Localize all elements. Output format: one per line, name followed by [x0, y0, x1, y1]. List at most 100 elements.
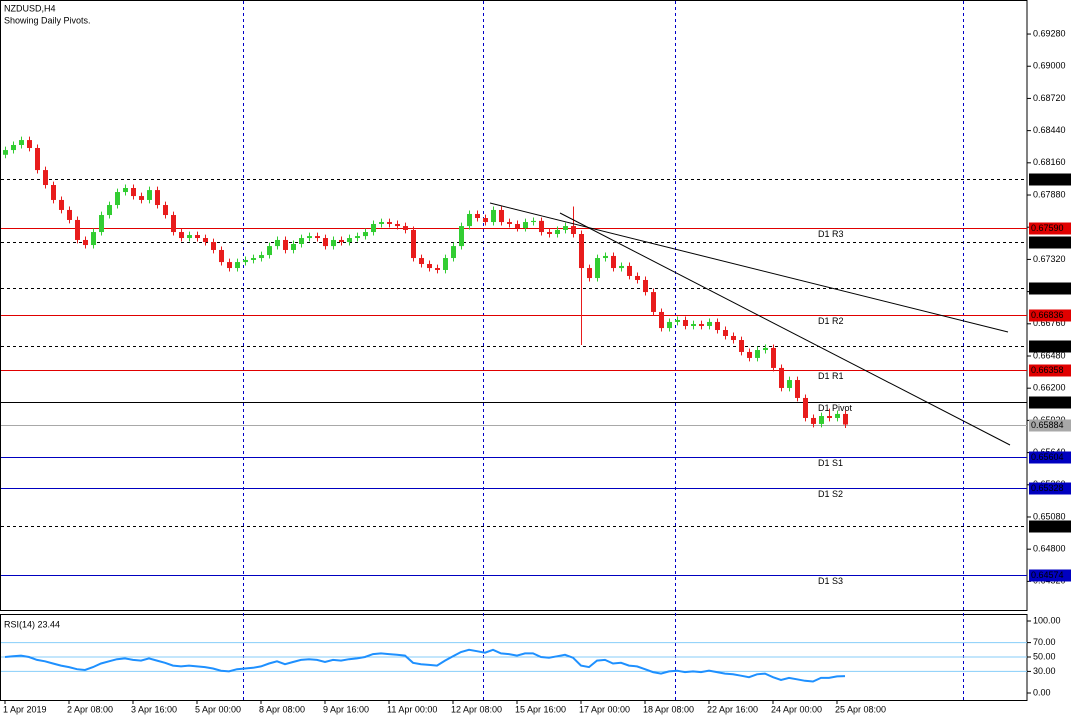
chart-title: NZDUSD,H4: [4, 3, 56, 13]
candle-body: [787, 380, 792, 388]
trendline: [489, 202, 1009, 333]
candle-body: [267, 246, 272, 256]
y-tick-label: 0.66200: [1033, 383, 1066, 393]
level-name: D1 S2: [818, 489, 843, 499]
candle-body: [355, 236, 360, 239]
candle-body: [459, 226, 464, 247]
candle-body: [467, 213, 472, 227]
candle-body: [699, 324, 704, 326]
candle-body: [811, 417, 816, 424]
candle-body: [715, 321, 720, 331]
candle-body: [547, 232, 552, 234]
y-tick-label: 0.69000: [1033, 61, 1066, 71]
candle-body: [643, 279, 648, 293]
candle-body: [67, 209, 72, 220]
level-price-box: [1029, 569, 1071, 582]
candle-body: [499, 209, 504, 223]
candle-body: [747, 351, 752, 358]
level-price-box: [1029, 309, 1071, 322]
candle-body: [347, 238, 352, 243]
candle-body: [139, 196, 144, 200]
candle-body: [451, 246, 456, 259]
x-tick-label: 1 Apr 2019: [3, 704, 47, 714]
level-name: D1 S3: [818, 576, 843, 586]
candle-body: [187, 235, 192, 239]
candle-body: [331, 239, 336, 247]
rsi-y-tick-label: 30.00: [1033, 666, 1056, 676]
candles: [3, 136, 848, 428]
candle-body: [483, 218, 488, 223]
candle-body: [523, 222, 528, 229]
candle-body: [323, 238, 328, 247]
candle-body: [171, 215, 176, 233]
candle-body: [107, 205, 112, 216]
level-price-box: [1029, 340, 1071, 353]
candle-body: [675, 320, 680, 322]
candle-body: [659, 311, 664, 329]
candle-body: [427, 264, 432, 269]
x-tick-label: 17 Apr 00:00: [579, 704, 630, 714]
level-price-label: 0.66082: [1031, 397, 1064, 407]
y-tick-label: 0.67880: [1033, 189, 1066, 199]
candle-body: [251, 258, 256, 260]
candle-body: [819, 416, 824, 424]
candle-body: [283, 239, 288, 250]
x-tick-label: 9 Apr 16:00: [323, 704, 369, 714]
level-name: D1 Pivot: [818, 403, 853, 413]
rsi-line: [4, 648, 846, 683]
candle-body: [603, 255, 608, 259]
candle-body: [651, 292, 656, 312]
candle-body: [99, 215, 104, 233]
candle-body: [379, 222, 384, 224]
y-tick-label: 0.68720: [1033, 93, 1066, 103]
level-name: D1 S1: [818, 458, 843, 468]
level-price-box: [1029, 364, 1071, 377]
candle-body: [259, 255, 264, 259]
x-tick-label: 15 Apr 16:00: [515, 704, 566, 714]
candle-body: [763, 347, 768, 351]
candle-body: [299, 238, 304, 244]
candle-body: [619, 265, 624, 269]
candle-body: [403, 226, 408, 230]
candle-body: [443, 258, 448, 270]
candle-body: [835, 413, 840, 418]
candle-body: [779, 367, 784, 388]
candle-body: [731, 335, 736, 341]
x-tick-label: 5 Apr 00:00: [195, 704, 241, 714]
level-price-box: [1029, 222, 1071, 235]
level-price-label: 0.66563: [1031, 341, 1064, 351]
trendline: [559, 212, 1011, 446]
candle-body: [307, 236, 312, 239]
candle-body: [611, 255, 616, 269]
level-price-label: 0.66358: [1031, 365, 1064, 375]
candle-body: [691, 324, 696, 326]
level-price-box: [1029, 451, 1071, 464]
x-tick-label: 25 Apr 08:00: [835, 704, 886, 714]
candle-body: [59, 199, 64, 210]
candle-body: [195, 235, 200, 239]
rsi-title: RSI(14) 23.44: [4, 619, 60, 629]
level-price-label: 0.64574: [1031, 570, 1064, 580]
y-tick-label: 0.65080: [1033, 511, 1066, 521]
level-price-box: [1029, 520, 1071, 533]
rsi-y-tick-label: 70.00: [1033, 637, 1056, 647]
candle-body: [51, 185, 56, 200]
level-price-box: [1029, 419, 1071, 432]
level-name: D1 R2: [818, 316, 844, 326]
candle-body: [275, 239, 280, 247]
rsi-y-tick-label: 0.00: [1033, 687, 1051, 697]
level-price-label: 0.66836: [1031, 310, 1064, 320]
candle-body: [11, 144, 16, 151]
candle-body: [707, 321, 712, 326]
candle-body: [771, 347, 776, 368]
y-tick-label: 0.66480: [1033, 350, 1066, 360]
candle-body: [515, 223, 520, 229]
candle-body: [19, 140, 24, 145]
candle-body: [123, 188, 128, 193]
level-price-box: [1029, 282, 1071, 295]
candle-body: [739, 340, 744, 352]
level-price-box: [1029, 173, 1071, 186]
candle-body: [315, 236, 320, 239]
y-tick-label: 0.64800: [1033, 544, 1066, 554]
level-price-label: 0.65328: [1031, 483, 1064, 493]
